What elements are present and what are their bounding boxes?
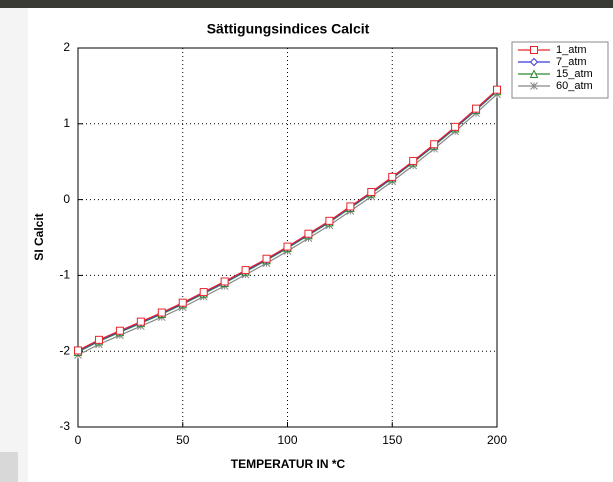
marker — [472, 104, 481, 113]
marker — [74, 346, 82, 355]
marker — [346, 202, 355, 211]
marker — [367, 188, 376, 197]
plot-frame — [77, 47, 498, 428]
x-tick-label: 0 — [75, 433, 82, 447]
marker — [325, 216, 334, 225]
marker — [157, 308, 166, 317]
legend-box — [511, 41, 609, 99]
marker — [493, 85, 501, 94]
marker — [529, 57, 539, 67]
marker — [451, 122, 460, 131]
window-strip — [0, 0, 613, 8]
marker — [304, 229, 313, 238]
marker — [530, 82, 538, 90]
marker — [178, 298, 187, 307]
x-tick-label: 150 — [382, 433, 402, 447]
marker — [94, 335, 103, 344]
chart-title: Sättigungsindices Calcit — [207, 21, 370, 37]
marker — [262, 254, 271, 263]
y-tick-label: -2 — [59, 343, 70, 357]
side-panel — [0, 8, 28, 482]
y-tick-label: 2 — [63, 40, 70, 54]
x-tick-label: 100 — [277, 433, 297, 447]
marker — [388, 172, 397, 181]
marker — [529, 69, 539, 78]
legend-label: 7_atm — [556, 56, 587, 68]
y-tick-label: -1 — [59, 268, 70, 282]
x-tick-label: 50 — [176, 433, 190, 447]
x-axis-label: TEMPERATUR IN *C — [231, 457, 346, 471]
side-block — [0, 452, 18, 482]
marker — [199, 288, 208, 297]
marker — [115, 326, 124, 335]
y-tick-label: 0 — [63, 192, 70, 206]
legend-label: 1_atm — [556, 44, 587, 56]
x-tick-label: 200 — [487, 433, 507, 447]
y-tick-label: -3 — [59, 419, 70, 433]
marker — [409, 156, 418, 165]
marker — [283, 242, 292, 251]
marker — [136, 317, 145, 326]
y-axis-label: SI Calcit — [32, 213, 46, 260]
legend-label: 60_atm — [556, 80, 593, 92]
y-tick-label: 1 — [63, 116, 70, 130]
marker — [430, 140, 439, 149]
marker — [241, 266, 250, 275]
marker — [530, 46, 538, 54]
legend-label: 15_atm — [556, 68, 593, 80]
marker — [220, 277, 229, 286]
